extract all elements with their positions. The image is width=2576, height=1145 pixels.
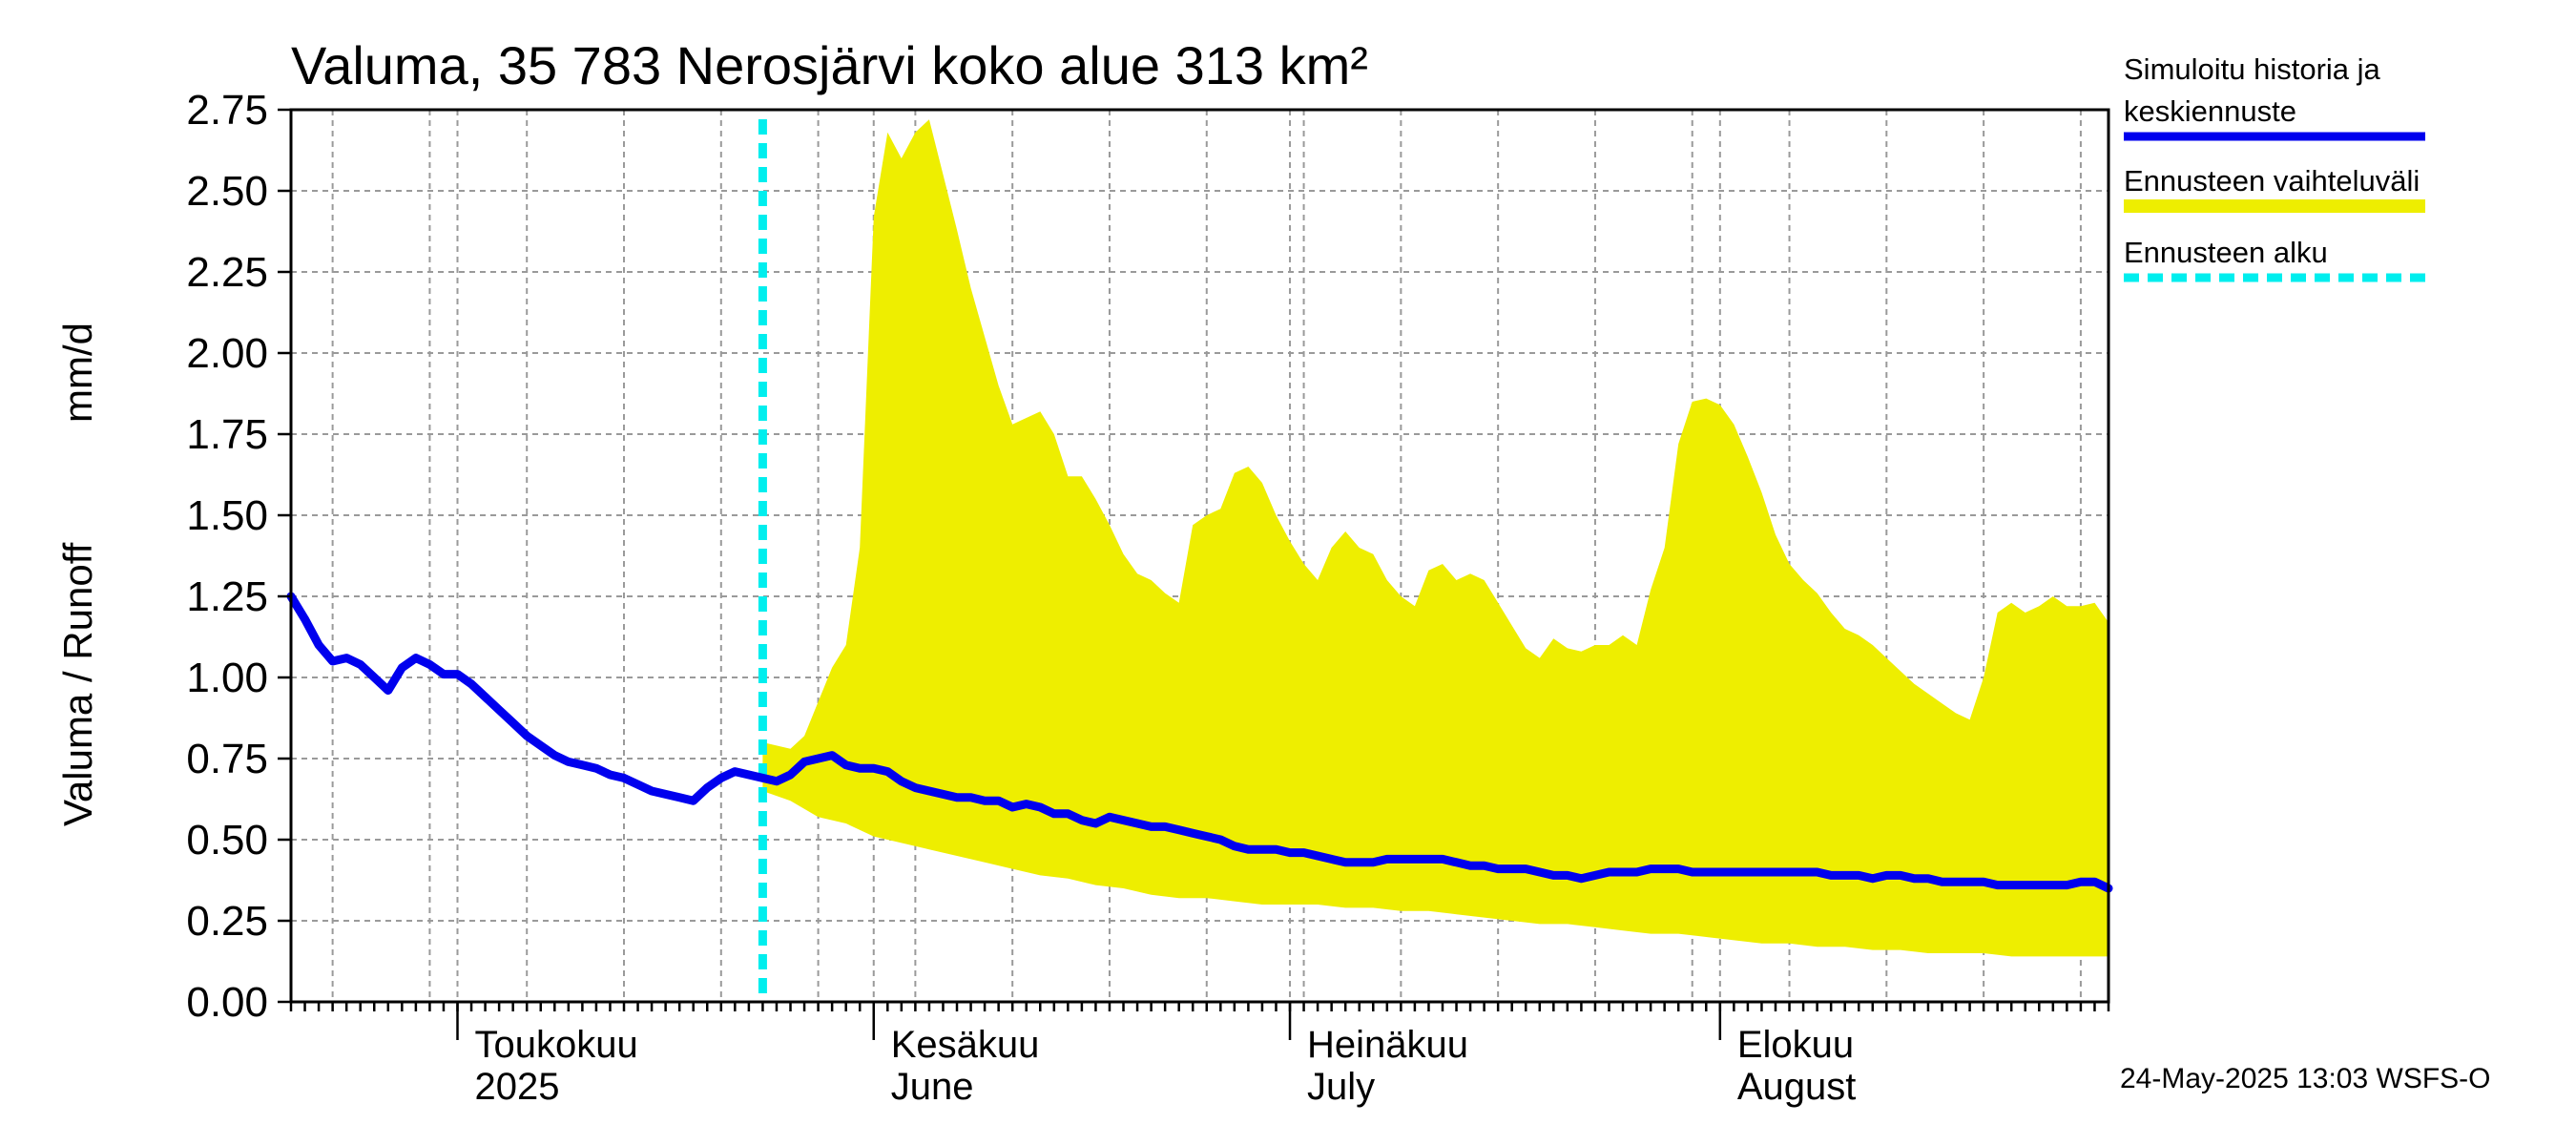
- legend-range-label: Ennusteen vaihteluväli: [2124, 164, 2420, 198]
- month-label-fi: Heinäkuu: [1307, 1024, 1468, 1066]
- month-label-en: August: [1737, 1066, 1857, 1108]
- y-tick-label: 0.25: [186, 898, 268, 945]
- forecast-range-band: [762, 119, 2109, 957]
- y-tick-label: 0.00: [186, 979, 268, 1026]
- legend-start-label: Ennusteen alku: [2124, 236, 2328, 269]
- y-tick-label: 2.00: [186, 330, 268, 377]
- legend-mean-label-2: keskiennuste: [2124, 94, 2296, 128]
- y-tick-label: 2.50: [186, 168, 268, 215]
- month-label-fi: Kesäkuu: [891, 1024, 1040, 1066]
- plot-frame: [289, 108, 2110, 1004]
- month-label-en: June: [891, 1066, 974, 1108]
- y-axis: 0.00 0.25 0.50 0.75 1.00 1.25 1.50 1.75 2.00 2.25…: [186, 87, 291, 1026]
- timestamp: 24-May-2025 13:03 WSFS-O: [2120, 1063, 2491, 1094]
- y-tick-label: 1.50: [186, 492, 268, 539]
- month-label-en: 2025: [475, 1066, 560, 1108]
- y-tick-label: 1.75: [186, 411, 268, 458]
- month-label-fi: Toukokuu: [475, 1024, 638, 1066]
- y-tick-label: 1.25: [186, 573, 268, 620]
- y-axis-label-unit: mm/d: [55, 323, 100, 423]
- y-tick-label: 2.75: [186, 87, 268, 134]
- legend-mean-label-1: Simuloitu historia ja: [2124, 52, 2381, 86]
- month-label-en: July: [1307, 1066, 1375, 1108]
- legend: Simuloitu historia ja keskiennuste Ennus…: [2124, 52, 2425, 282]
- y-tick-label: 0.50: [186, 817, 268, 864]
- simulated-history-mean-line: [286, 592, 2113, 893]
- chart-title: Valuma, 35 783 Nerosjärvi koko alue 313 …: [291, 35, 1368, 95]
- y-tick-label: 1.00: [186, 655, 268, 701]
- y-axis-label-runoff: Valuma / Runoff: [55, 542, 100, 826]
- y-tick-label: 2.25: [186, 249, 268, 296]
- y-tick-label: 0.75: [186, 736, 268, 782]
- month-label-fi: Elokuu: [1737, 1024, 1854, 1066]
